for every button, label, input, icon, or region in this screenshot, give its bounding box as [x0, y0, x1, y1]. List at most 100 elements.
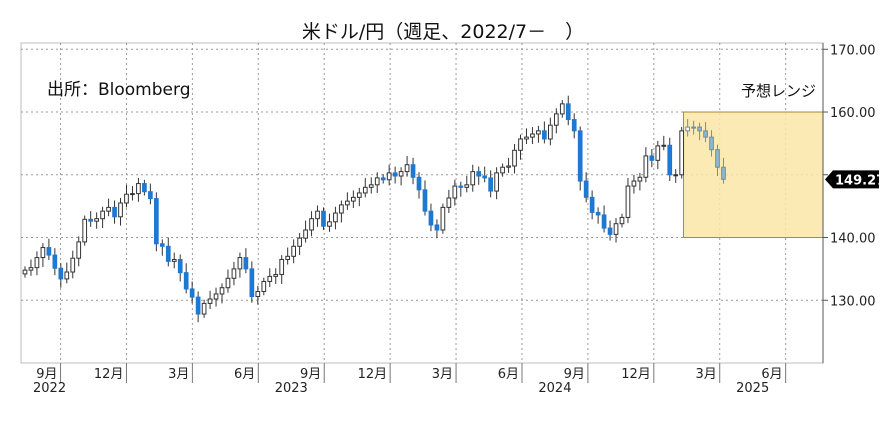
candle-body	[500, 166, 505, 174]
candle-body	[631, 180, 637, 187]
candle-body	[321, 210, 326, 227]
candle-body	[136, 183, 141, 195]
x-month-label: 12月	[94, 367, 124, 382]
candle-body	[679, 130, 685, 176]
candle-body	[285, 255, 291, 260]
candle-body	[124, 193, 129, 204]
x-month-label: 12月	[621, 367, 651, 382]
candle-body	[315, 210, 320, 220]
candle-body	[619, 216, 625, 225]
candle-body	[625, 185, 631, 218]
candle-body	[76, 241, 82, 259]
x-month-label: 9月	[300, 367, 321, 382]
candle-body	[565, 103, 571, 121]
candle-body	[207, 298, 213, 304]
candle-body	[243, 257, 249, 270]
candle-body	[237, 257, 243, 270]
candle-body	[46, 247, 52, 256]
candle-body	[613, 223, 619, 235]
x-year-label: 2023	[275, 381, 308, 396]
candle-body	[416, 176, 422, 191]
candle-body	[524, 136, 529, 140]
candle-body	[607, 227, 613, 235]
candle-body	[333, 212, 338, 223]
candle-body	[165, 245, 171, 262]
candle-body	[553, 113, 559, 126]
candle-body	[52, 254, 58, 269]
y-axis: 130.00 140.00 160.00 170.00	[822, 43, 876, 363]
candle-body	[339, 204, 344, 214]
candle-body	[177, 258, 183, 274]
candle-body	[345, 200, 350, 206]
candle-body	[577, 130, 583, 182]
candle-body	[195, 296, 201, 315]
candle-body	[130, 193, 135, 196]
x-month-label: 3月	[695, 367, 716, 382]
candle-body	[583, 180, 589, 198]
y-tick-label: 130.00	[830, 294, 876, 309]
y-tick-label: 140.00	[830, 232, 876, 247]
candle-body	[40, 247, 46, 259]
x-month-label: 9月	[564, 367, 585, 382]
source-label: 出所：Bloomberg	[47, 80, 190, 100]
candle-body	[643, 155, 649, 178]
candles	[22, 95, 726, 323]
candle-body	[446, 197, 452, 208]
candle-body	[721, 166, 726, 180]
x-month-label: 9月	[36, 367, 57, 382]
candle-body	[464, 184, 470, 188]
candle-body	[356, 192, 362, 198]
candle-body	[303, 229, 308, 239]
candle-body	[715, 149, 720, 168]
candle-body	[709, 136, 714, 151]
candle-body	[142, 183, 147, 193]
candle-body	[171, 258, 177, 262]
candle-body	[482, 175, 488, 179]
chart-title: 米ドル/円（週足、2022/7－ ）	[302, 21, 584, 43]
candle-body	[589, 196, 595, 213]
candle-body	[530, 133, 535, 138]
candle-body	[673, 174, 679, 177]
candle-body	[213, 293, 219, 300]
candle-body	[398, 171, 404, 177]
candle-body	[542, 130, 547, 140]
candle-body	[518, 138, 523, 151]
candle-body	[374, 177, 380, 186]
candle-body	[434, 224, 440, 231]
x-year-label: 2024	[538, 381, 571, 396]
candle-body	[386, 172, 392, 181]
x-month-label: 6月	[498, 367, 519, 382]
candle-body	[458, 185, 464, 188]
candle-body	[231, 268, 237, 279]
candle-body	[470, 171, 476, 186]
forecast-range-label: 予想レンジ	[741, 82, 816, 100]
candle-body	[649, 155, 655, 161]
candle-body	[350, 196, 356, 202]
x-year-label: 2022	[33, 381, 66, 396]
candle-body	[22, 269, 28, 275]
candle-body	[506, 165, 511, 168]
candle-body	[488, 177, 493, 192]
candle-body	[595, 211, 601, 216]
candle-body	[661, 144, 667, 147]
candle-body	[392, 172, 398, 177]
candle-body	[279, 258, 285, 276]
candle-body	[476, 171, 482, 177]
candle-body	[118, 202, 123, 218]
candle-body	[273, 274, 279, 277]
y-tick-label: 160.00	[830, 106, 876, 121]
candle-body	[219, 287, 225, 295]
x-month-label: 6月	[234, 367, 255, 382]
candle-body	[410, 164, 416, 178]
candle-body	[697, 126, 702, 132]
candle-body	[148, 191, 153, 200]
candle-body	[685, 126, 691, 132]
candle-body	[106, 206, 111, 212]
candle-body	[58, 267, 64, 280]
candle-body	[362, 186, 368, 194]
candle-body	[249, 268, 255, 297]
candle-body	[601, 214, 607, 229]
x-year-label: 2025	[736, 381, 769, 396]
